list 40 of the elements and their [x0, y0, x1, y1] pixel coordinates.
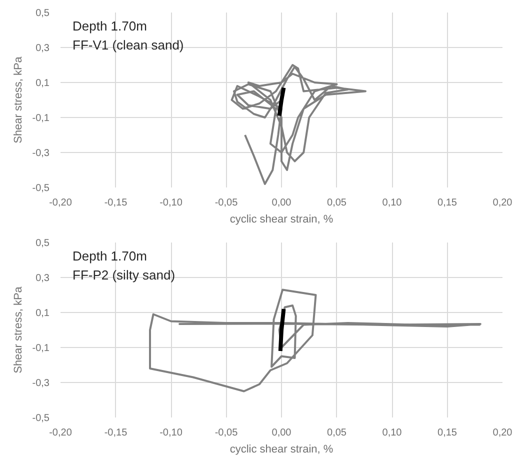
x-tick-label: 0,20 [492, 428, 513, 438]
x-tick-label: 0,10 [382, 428, 402, 438]
annotation: FF-P2 (silty sand) [72, 268, 176, 282]
x-tick-label: -0,05 [214, 428, 238, 438]
y-tick-label: 0,5 [36, 8, 50, 19]
x-tick-label: -0,20 [49, 428, 72, 438]
x-tick-label: 0,05 [327, 428, 347, 438]
y-tick-label: -0,3 [32, 148, 50, 159]
y-tick-label: 0,3 [36, 43, 50, 54]
line-series [230, 64, 366, 185]
line-series [149, 288, 482, 392]
y-tick-label: -0,1 [32, 113, 50, 124]
x-tick-label: -0,05 [214, 198, 238, 208]
x-tick-label: 0,15 [438, 198, 458, 208]
y-tick-label: -0,3 [32, 378, 50, 389]
x-axis-title: cyclic shear strain, % [230, 444, 334, 456]
annotation: FF-V1 (clean sand) [72, 38, 184, 52]
y-tick-label: 0,1 [36, 308, 50, 319]
x-tick-label: -0,15 [104, 198, 128, 208]
x-tick-label: 0,10 [382, 198, 402, 208]
y-tick-label: -0,5 [32, 183, 50, 194]
y-tick-label: 0,5 [36, 238, 50, 249]
y-tick-label: 0,1 [36, 78, 50, 89]
y-axis-title: Shear stress, kPa [12, 286, 24, 374]
x-tick-label: 0,15 [438, 428, 458, 438]
y-axis-title: Shear stress, kPa [12, 56, 24, 144]
x-tick-label: 0,05 [327, 198, 347, 208]
y-tick-label: -0,5 [32, 413, 50, 424]
x-tick-label: 0,00 [272, 198, 292, 208]
x-tick-label: -0,20 [49, 198, 72, 208]
y-tick-label: 0,3 [36, 273, 50, 284]
x-tick-label: 0,00 [272, 428, 292, 438]
x-axis-title: cyclic shear strain, % [230, 214, 334, 226]
x-tick-label: -0,10 [160, 428, 183, 438]
annotation: Depth 1.70m [72, 18, 147, 34]
x-tick-label: 0,20 [492, 198, 513, 208]
x-tick-label: -0,15 [104, 428, 128, 438]
x-tick-label: -0,10 [160, 198, 183, 208]
y-tick-label: -0,1 [32, 343, 50, 354]
annotation: Depth 1.70m [72, 248, 147, 264]
